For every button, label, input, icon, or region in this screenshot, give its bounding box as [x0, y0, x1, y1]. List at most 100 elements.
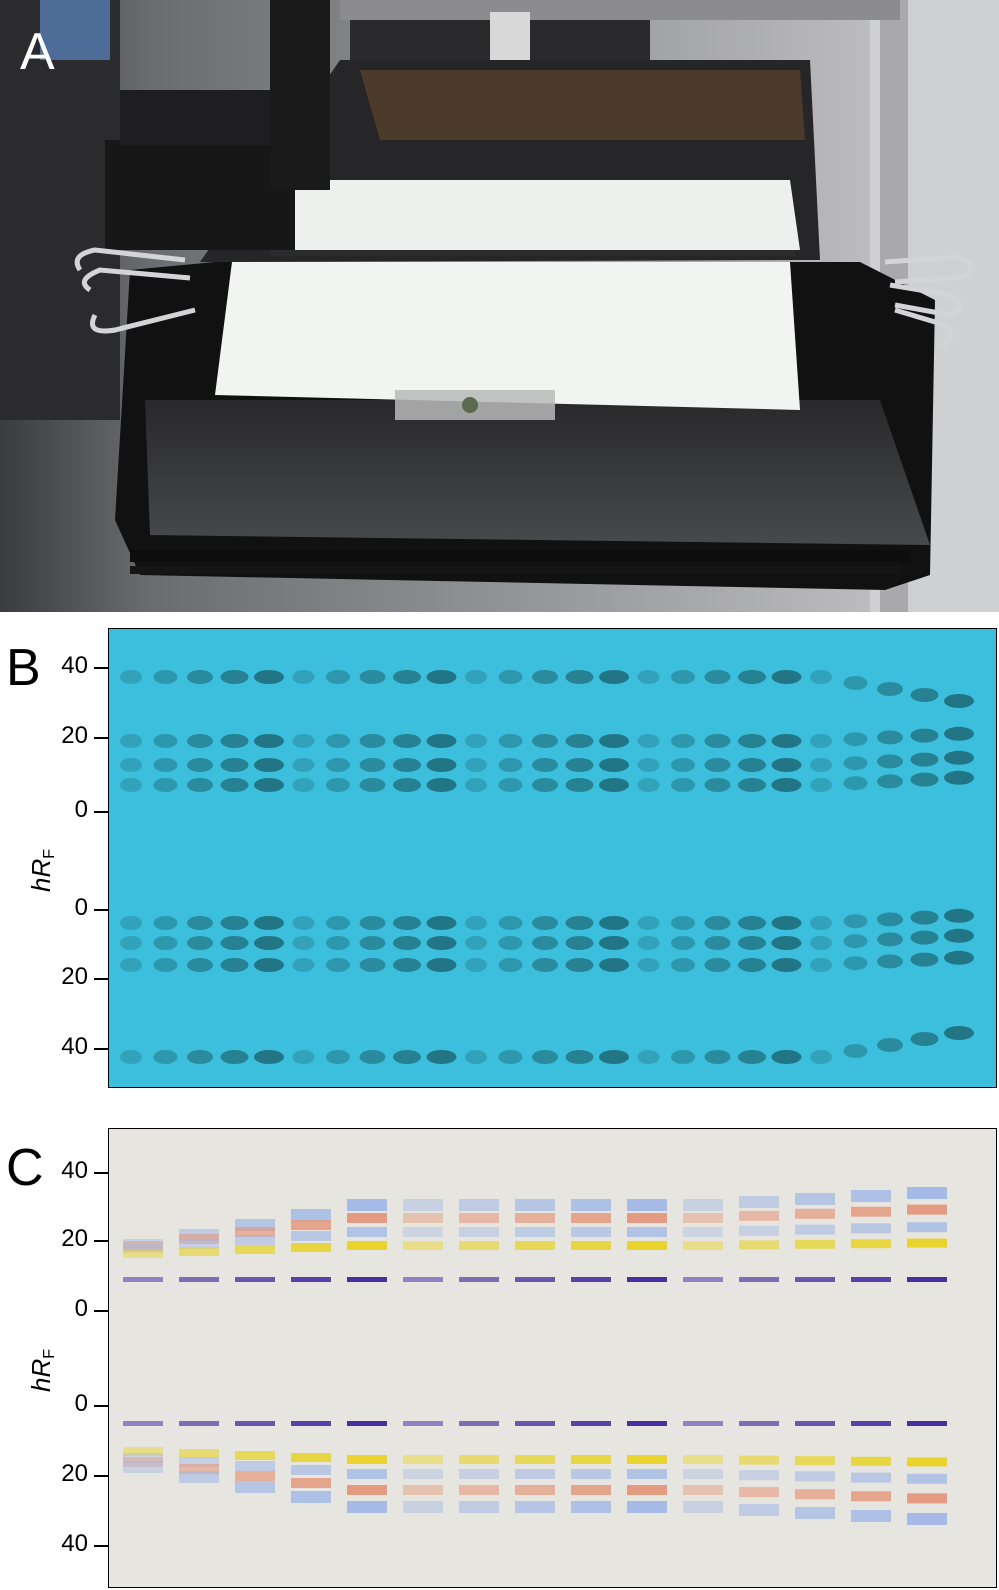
- plate-c-band-blue: [739, 1504, 779, 1516]
- plate-c-band-yellow: [739, 1240, 779, 1250]
- plate-b-spot: [292, 916, 315, 930]
- plate-b-spot: [498, 1050, 523, 1064]
- c-tick-20-bottom: 20: [61, 1460, 88, 1487]
- c-tick-40-top: 40: [61, 1157, 88, 1184]
- plate-c-band-blue: [851, 1510, 891, 1522]
- plate-b-spot: [326, 936, 350, 950]
- plate-c-bands: [123, 1187, 947, 1525]
- plate-c-band-yellow: [571, 1455, 611, 1464]
- plate-b-spot: [120, 670, 142, 684]
- plate-b-spot: [220, 758, 249, 772]
- b-tick-40-bottom: 40: [61, 1033, 88, 1060]
- plate-b-spot: [120, 778, 142, 792]
- plate-b-spot: [810, 778, 832, 792]
- plate-c-band-orange: [571, 1485, 611, 1495]
- plate-c-band-violet: [403, 1421, 443, 1426]
- plate-b-spot: [153, 1050, 178, 1064]
- plate-c-band-blue: [739, 1470, 779, 1481]
- plate-b-spot: [843, 934, 868, 949]
- b-tickmark-0-bottom: [94, 909, 108, 911]
- plate-c-band-violet: [347, 1421, 387, 1426]
- plate-b-spot: [187, 734, 213, 748]
- plate-b-spot: [326, 670, 350, 684]
- plate-c-band-blue: [347, 1227, 387, 1237]
- plate-b-spot: [877, 682, 903, 696]
- plate-c-band-blue: [627, 1469, 667, 1479]
- plate-c-band-orange: [739, 1487, 779, 1498]
- c-tick-0-top: 0: [74, 1295, 88, 1322]
- plate-c-band-yellow: [403, 1455, 443, 1464]
- plate-b-spot: [498, 916, 523, 930]
- plate-c-band-yellow: [851, 1456, 891, 1466]
- plate-b-spot: [153, 778, 178, 792]
- plate-b-spot: [599, 1050, 629, 1064]
- plate-b-spot: [498, 958, 523, 972]
- plate-c-band-yellow: [627, 1241, 667, 1250]
- plate-c-band-violet: [459, 1277, 499, 1282]
- plate-c-band-yellow: [403, 1241, 443, 1250]
- plate-c-band-yellow: [291, 1453, 331, 1462]
- plate-b-spot: [738, 670, 766, 684]
- plate-c-band-orange: [123, 1241, 163, 1251]
- plate-c-band-blue: [179, 1471, 219, 1483]
- plate-b-spot: [153, 916, 178, 930]
- plate-b-spot: [910, 752, 939, 767]
- plate-c-band-blue: [795, 1471, 835, 1482]
- plate-c-band-violet: [851, 1421, 891, 1426]
- plate-b-spot: [771, 958, 802, 972]
- plate-b-spot: [843, 776, 868, 791]
- plate-c-band-orange: [907, 1493, 947, 1504]
- plate-c-band-blue: [291, 1231, 331, 1241]
- c-tickmark-20-bottom: [94, 1475, 108, 1477]
- plate-c-band-violet: [235, 1277, 275, 1282]
- plate-c-band-orange: [683, 1485, 723, 1495]
- plate-b-spot: [910, 1032, 939, 1046]
- c-axis-label: hRF: [26, 1348, 58, 1392]
- plate-c-band-blue: [627, 1227, 667, 1237]
- plate-c-band-violet: [347, 1277, 387, 1282]
- b-tickmark-40-top: [94, 667, 108, 669]
- plate-b-spot: [426, 778, 457, 792]
- plate-b-spot: [465, 670, 487, 684]
- plate-b-spot: [187, 758, 213, 772]
- plate-b-spot: [220, 1050, 249, 1064]
- plate-b-spot: [187, 1050, 213, 1064]
- plate-c-band-orange: [459, 1213, 499, 1223]
- plate-c-band-orange: [683, 1213, 723, 1223]
- plate-b-spot: [637, 936, 660, 950]
- plate-c-band-orange: [123, 1457, 163, 1467]
- plate-b-spot: [498, 670, 523, 684]
- plate-c-band-violet: [459, 1421, 499, 1426]
- plate-c-band-yellow: [291, 1243, 331, 1252]
- plate-c-band-orange: [739, 1210, 779, 1221]
- plate-c-band-orange: [459, 1485, 499, 1495]
- plate-b-spot: [599, 916, 629, 930]
- plate-c-band-orange: [851, 1206, 891, 1217]
- plate-b-spot: [944, 694, 974, 708]
- plate-c-band-violet: [515, 1277, 555, 1282]
- plate-c-band-violet: [179, 1421, 219, 1426]
- b-tickmark-20-top: [94, 737, 108, 739]
- plate-b-spot: [599, 734, 629, 748]
- plate-c-band-yellow: [179, 1247, 219, 1256]
- plate-c-visible-light: [108, 1128, 997, 1588]
- plate-b-spot: [771, 734, 802, 748]
- plate-c-band-blue: [123, 1461, 163, 1473]
- plate-c-band-blue: [851, 1223, 891, 1234]
- plate-c-band-orange: [851, 1491, 891, 1502]
- plate-b-spot: [637, 778, 660, 792]
- plate-b-spot: [877, 774, 903, 789]
- plate-c-band-orange: [403, 1485, 443, 1495]
- b-tick-20-bottom: 20: [61, 963, 88, 990]
- plate-c-band-violet: [403, 1277, 443, 1282]
- c-tickmark-20-top: [94, 1240, 108, 1242]
- plate-b-spot: [532, 758, 558, 772]
- plate-c-band-violet: [235, 1421, 275, 1426]
- plate-b-spot: [565, 958, 594, 972]
- plate-c-band-orange: [795, 1489, 835, 1500]
- plate-b-spot: [671, 1050, 695, 1064]
- plate-b-spot: [910, 772, 939, 787]
- plate-b-spot: [465, 1050, 487, 1064]
- plate-c-band-violet: [571, 1277, 611, 1282]
- plate-b-spot: [843, 756, 868, 771]
